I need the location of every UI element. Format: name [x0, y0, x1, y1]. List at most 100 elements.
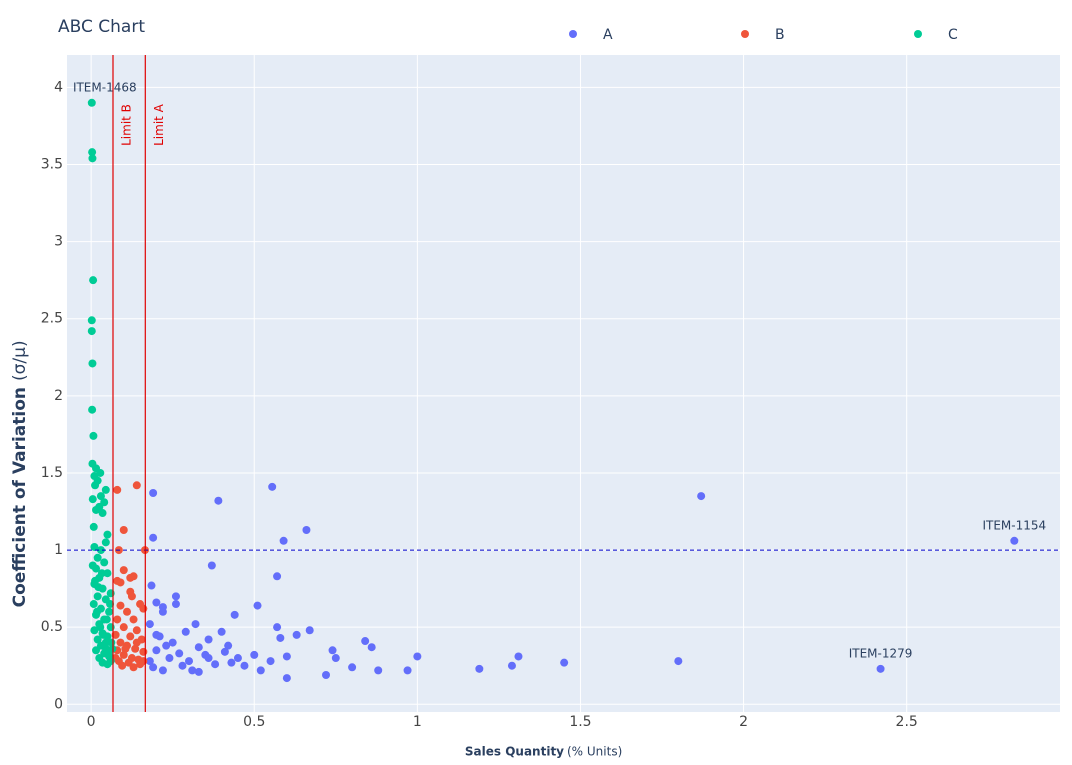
chart-title: ABC Chart	[58, 17, 145, 37]
point	[103, 530, 112, 539]
y-axis-unit: (σ/μ)	[10, 340, 30, 381]
annotation: ITEM-1154	[982, 518, 1046, 532]
point	[89, 600, 98, 609]
point	[88, 359, 97, 368]
point	[96, 492, 105, 501]
point	[322, 670, 331, 679]
point	[149, 533, 158, 542]
point	[91, 576, 100, 585]
point	[121, 644, 130, 653]
point	[113, 485, 122, 494]
x-tick-label: 0	[87, 714, 96, 730]
point	[119, 526, 128, 535]
point	[149, 489, 158, 497]
x-axis-unit: (% Units)	[567, 745, 622, 759]
y-tick-label: 2	[54, 388, 63, 404]
point	[374, 666, 383, 675]
point	[119, 623, 128, 632]
point	[328, 646, 337, 655]
limit-label-group: Limit A	[152, 103, 166, 146]
point	[674, 657, 683, 666]
point	[273, 623, 282, 632]
point	[93, 592, 102, 601]
y-tick-label: 4	[54, 79, 63, 95]
point	[139, 604, 148, 613]
point	[96, 546, 105, 555]
point	[185, 657, 194, 666]
point	[132, 626, 141, 635]
point	[89, 276, 98, 285]
point	[104, 649, 113, 658]
point	[560, 658, 569, 667]
y-tick-label: 0.5	[41, 619, 63, 635]
point	[97, 569, 106, 578]
point	[367, 643, 376, 652]
point	[158, 666, 167, 675]
point	[90, 626, 99, 635]
plot-area	[67, 55, 1060, 712]
point	[292, 630, 301, 639]
point	[132, 638, 141, 647]
point	[139, 647, 148, 656]
point	[171, 592, 180, 601]
point	[132, 481, 141, 490]
point	[119, 566, 128, 575]
limit-label-group: Limit B	[119, 104, 133, 146]
y-axis-title: Coefficient of Variation	[10, 387, 30, 607]
point	[101, 643, 110, 652]
point	[118, 661, 127, 670]
point	[697, 492, 706, 501]
point	[106, 600, 115, 609]
point	[99, 630, 108, 639]
point	[158, 603, 167, 612]
point	[92, 646, 101, 655]
x-tick-label: 1	[413, 714, 422, 730]
point	[93, 553, 102, 562]
point	[178, 661, 187, 670]
point	[96, 623, 105, 632]
y-tick-label: 1	[54, 542, 63, 558]
x-axis-title: Sales Quantity	[465, 745, 564, 759]
point	[302, 526, 311, 535]
point	[147, 581, 156, 590]
point	[87, 98, 96, 107]
point	[224, 641, 233, 650]
point	[305, 626, 314, 635]
y-tick-label: 0	[54, 696, 63, 712]
point	[87, 316, 96, 325]
point	[514, 652, 523, 661]
y-tick-label: 2.5	[41, 311, 63, 327]
point	[96, 468, 105, 477]
point	[475, 664, 484, 673]
point	[194, 667, 203, 676]
point	[276, 633, 285, 642]
annotation: ITEM-1279	[849, 646, 913, 660]
point	[230, 610, 239, 619]
point	[282, 674, 291, 683]
point	[131, 644, 140, 653]
point	[89, 431, 98, 440]
point	[102, 615, 111, 624]
point	[268, 482, 277, 491]
point	[88, 405, 97, 414]
x-tick-label: 0.5	[243, 714, 265, 730]
point	[165, 654, 174, 663]
point	[171, 600, 180, 609]
point	[105, 607, 114, 616]
point	[88, 154, 97, 163]
point	[90, 542, 99, 551]
point	[93, 635, 102, 644]
x-tick-label: 2	[739, 714, 748, 730]
point	[116, 601, 125, 610]
point	[361, 637, 370, 646]
point	[149, 663, 158, 672]
point	[152, 630, 161, 639]
point	[123, 607, 132, 616]
point	[162, 641, 171, 650]
point	[126, 573, 135, 582]
point	[152, 646, 161, 655]
point	[250, 650, 259, 659]
point	[89, 522, 98, 531]
point	[126, 632, 135, 641]
point	[240, 661, 249, 670]
